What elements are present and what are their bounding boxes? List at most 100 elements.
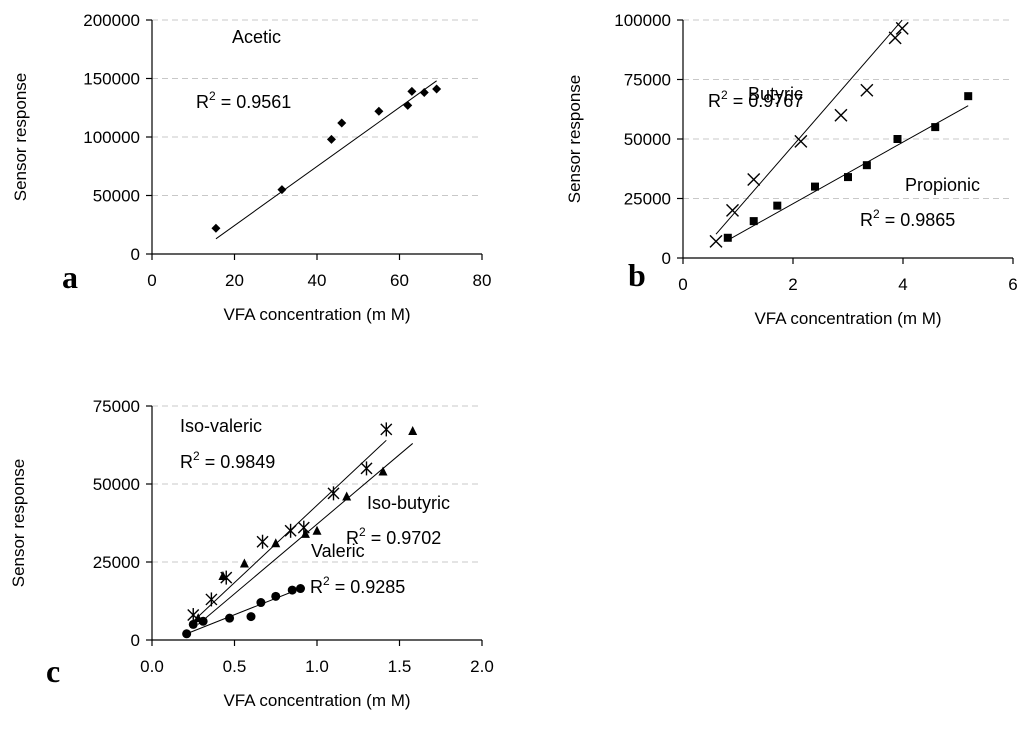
x-tick-label: 1.5 bbox=[388, 657, 412, 676]
series-label: Butyric bbox=[748, 84, 803, 104]
data-point bbox=[374, 106, 384, 116]
data-point bbox=[211, 223, 221, 233]
data-point bbox=[277, 185, 287, 195]
data-point bbox=[709, 234, 723, 248]
series-label: Propionic bbox=[905, 175, 980, 195]
data-point bbox=[300, 528, 310, 538]
data-point bbox=[225, 613, 235, 623]
data-point bbox=[893, 135, 902, 143]
x-tick-label: 0.0 bbox=[140, 657, 164, 676]
y-tick-label: 25000 bbox=[93, 553, 140, 572]
data-point bbox=[964, 92, 973, 101]
chart-panel-a: 0 50000 100000 150000 200000 0 20 40 60 80 VFA con… bbox=[11, 11, 491, 324]
y-tick-label: 150000 bbox=[83, 70, 140, 89]
x-tick-label: 2 bbox=[788, 275, 797, 294]
series-iso-valeric: Iso-valeric R2 = 0.9849 bbox=[180, 416, 393, 623]
y-tick-label: 100000 bbox=[614, 11, 671, 30]
series-iso-butyric: Iso-butyric R2 = 0.9702 bbox=[193, 425, 450, 625]
data-point bbox=[337, 118, 347, 128]
data-point bbox=[811, 182, 819, 191]
data-point bbox=[327, 486, 340, 501]
data-point bbox=[188, 619, 198, 629]
data-point bbox=[287, 585, 297, 595]
data-point bbox=[256, 534, 269, 549]
data-point bbox=[726, 203, 739, 217]
y-tick-label: 50000 bbox=[93, 475, 140, 494]
y-tick-label: 75000 bbox=[624, 71, 671, 90]
y-axis-label: Sensor response bbox=[11, 73, 30, 202]
data-point bbox=[888, 31, 902, 45]
trendline bbox=[215, 80, 437, 240]
trendline bbox=[727, 105, 969, 241]
y-tick-label: 0 bbox=[662, 249, 671, 268]
y-tick-label: 50000 bbox=[93, 187, 140, 206]
data-point bbox=[271, 538, 281, 548]
series-valeric: Valeric R2 = 0.9285 bbox=[182, 541, 405, 639]
y-axis-label: Sensor response bbox=[565, 75, 584, 204]
y-tick-label: 200000 bbox=[83, 11, 140, 30]
r-squared-label: R2 = 0.9865 bbox=[860, 207, 955, 230]
series-label: Iso-butyric bbox=[367, 493, 450, 513]
data-point bbox=[862, 161, 871, 170]
data-point bbox=[296, 584, 305, 594]
chart-panel-c: 0 25000 50000 75000 0.0 0.5 1.0 1.5 2.0 VFA conce… bbox=[9, 397, 494, 710]
chart-panel-b: 0 25000 50000 75000 100000 0 2 4 6 VFA concentrat… bbox=[565, 11, 1018, 328]
trendline bbox=[715, 19, 903, 235]
y-tick-label: 100000 bbox=[83, 128, 140, 147]
data-point bbox=[834, 108, 848, 122]
x-tick-label: 0.5 bbox=[223, 657, 247, 676]
x-tick-label: 4 bbox=[898, 275, 907, 294]
data-point bbox=[931, 123, 940, 132]
trendline bbox=[186, 588, 301, 635]
data-point bbox=[239, 558, 249, 568]
series-acetic: Acetic R2 = 0.9561 bbox=[196, 27, 442, 240]
data-point bbox=[408, 425, 418, 435]
panel-letter: c bbox=[46, 653, 60, 689]
y-tick-label: 75000 bbox=[93, 397, 140, 416]
data-point bbox=[182, 629, 192, 639]
panel-letter: a bbox=[62, 259, 78, 295]
data-point bbox=[312, 525, 322, 535]
data-point bbox=[723, 233, 732, 242]
x-tick-label: 60 bbox=[390, 271, 409, 290]
data-point bbox=[407, 86, 417, 96]
data-point bbox=[747, 172, 761, 186]
data-point bbox=[749, 217, 758, 226]
x-axis-label: VFA concentration (m M) bbox=[223, 691, 410, 710]
series-label: Valeric bbox=[311, 541, 365, 561]
y-tick-label: 25000 bbox=[624, 190, 671, 209]
data-point bbox=[773, 201, 782, 210]
r-squared-label: R2 = 0.9849 bbox=[180, 449, 275, 472]
x-tick-label: 6 bbox=[1008, 275, 1017, 294]
data-point bbox=[342, 491, 352, 501]
r-squared-label: R2 = 0.9767 bbox=[708, 88, 803, 111]
data-point bbox=[380, 422, 393, 437]
data-point bbox=[256, 598, 266, 608]
data-point bbox=[844, 173, 852, 182]
data-point bbox=[271, 591, 281, 601]
data-point bbox=[860, 83, 874, 97]
panel-letter: b bbox=[628, 257, 646, 293]
data-point bbox=[326, 134, 336, 144]
x-tick-label: 80 bbox=[473, 271, 492, 290]
data-point bbox=[218, 571, 228, 581]
y-axis-label: Sensor response bbox=[9, 459, 28, 588]
x-axis-label: VFA concentration (m M) bbox=[754, 309, 941, 328]
x-tick-label: 40 bbox=[308, 271, 327, 290]
x-axis-label: VFA concentration (m M) bbox=[223, 305, 410, 324]
series-label: Acetic bbox=[232, 27, 281, 47]
data-point bbox=[198, 616, 208, 626]
data-point bbox=[432, 84, 442, 94]
r-squared-label: R2 = 0.9702 bbox=[346, 525, 441, 548]
y-tick-label: 0 bbox=[131, 631, 140, 650]
data-point bbox=[378, 466, 388, 476]
x-tick-label: 0 bbox=[678, 275, 687, 294]
data-point bbox=[205, 592, 218, 607]
x-tick-label: 1.0 bbox=[305, 657, 329, 676]
r-squared-label: R2 = 0.9285 bbox=[310, 574, 405, 597]
data-point bbox=[284, 523, 297, 538]
data-point bbox=[794, 134, 808, 148]
data-point bbox=[895, 21, 909, 35]
